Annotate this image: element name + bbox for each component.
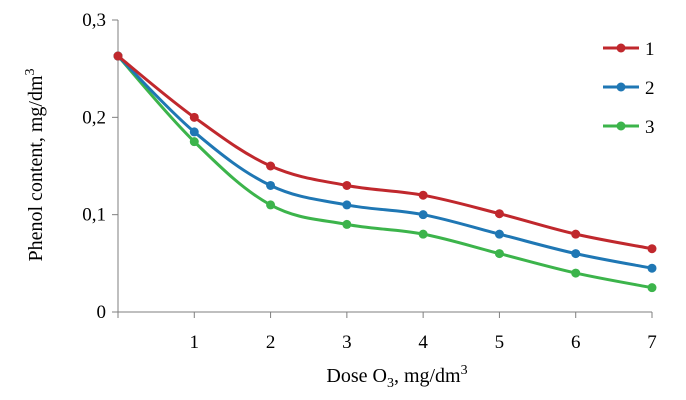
data-point (418, 190, 428, 200)
x-tick-label: 5 (495, 332, 505, 353)
series-2 (113, 51, 657, 273)
data-point (571, 268, 581, 278)
y-axis-title: Phenol content, mg/dm3 (23, 68, 47, 261)
legend-marker (616, 43, 626, 53)
legend-label: 3 (645, 117, 655, 138)
series-1 (113, 51, 657, 254)
y-tick-label: 0,3 (82, 10, 106, 31)
legend: 1 2 3 (603, 39, 655, 138)
legend-marker (616, 82, 626, 92)
series-lines (113, 51, 657, 293)
legend-label: 1 (645, 39, 655, 60)
x-axis-title: Dose O3, mg/dm3 (326, 363, 467, 391)
x-tick-label: 2 (266, 332, 276, 353)
legend-entry-3: 3 (603, 117, 655, 138)
data-point (342, 180, 352, 190)
data-point (189, 127, 199, 137)
x-tick-label: 1 (190, 332, 200, 353)
data-point (266, 161, 276, 171)
x-tick-label: 6 (571, 332, 581, 353)
axis-ticks: 0 0,1 0,2 0,3 1 2 3 4 5 6 7 (82, 10, 657, 353)
data-point (189, 137, 199, 147)
data-point (494, 229, 504, 239)
y-tick-label: 0,2 (82, 107, 106, 128)
y-tick-label: 0 (97, 302, 107, 323)
data-point (647, 244, 657, 254)
data-point (647, 263, 657, 273)
data-point (113, 51, 123, 61)
legend-label: 2 (645, 78, 655, 99)
y-tick-label: 0,1 (82, 205, 106, 226)
data-point (342, 200, 352, 210)
legend-entry-1: 1 (603, 39, 655, 60)
x-tick-label: 3 (342, 332, 352, 353)
data-point (494, 249, 504, 259)
series-line-1 (117, 54, 653, 251)
x-tick-label: 4 (418, 332, 428, 353)
legend-entry-2: 2 (603, 78, 655, 99)
data-point (647, 283, 657, 293)
data-point (571, 249, 581, 259)
x-tick-label: 7 (647, 332, 657, 353)
data-point (266, 200, 276, 210)
data-point (418, 210, 428, 220)
data-point (342, 219, 352, 229)
axes (117, 20, 652, 313)
data-point (418, 229, 428, 239)
data-point (266, 180, 276, 190)
data-point (189, 112, 199, 122)
data-point (571, 229, 581, 239)
data-point (494, 209, 504, 219)
legend-marker (616, 121, 626, 131)
